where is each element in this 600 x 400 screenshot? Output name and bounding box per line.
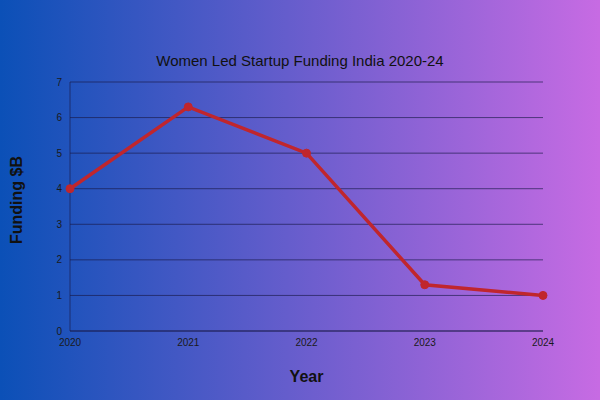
svg-text:2024: 2024 [532, 337, 555, 348]
html-text:Funding $B: Funding $B [8, 156, 25, 244]
html-text:Women Led Startup Funding Indi: Women Led Startup Funding India 2020-24 [156, 52, 444, 69]
svg-text:1: 1 [56, 290, 62, 301]
svg-text:4: 4 [56, 183, 62, 194]
svg-text:0: 0 [56, 326, 62, 337]
svg-text:7: 7 [56, 77, 62, 88]
svg-text:6: 6 [56, 112, 62, 123]
html-text:Year: Year [289, 368, 324, 385]
svg-text:2021: 2021 [177, 337, 200, 348]
svg-text:3: 3 [56, 219, 62, 230]
svg-text:2020: 2020 [59, 337, 82, 348]
svg-text:5: 5 [56, 148, 62, 159]
svg-text:2022: 2022 [295, 337, 318, 348]
svg-text:2: 2 [56, 254, 62, 265]
svg-text:2023: 2023 [414, 337, 437, 348]
